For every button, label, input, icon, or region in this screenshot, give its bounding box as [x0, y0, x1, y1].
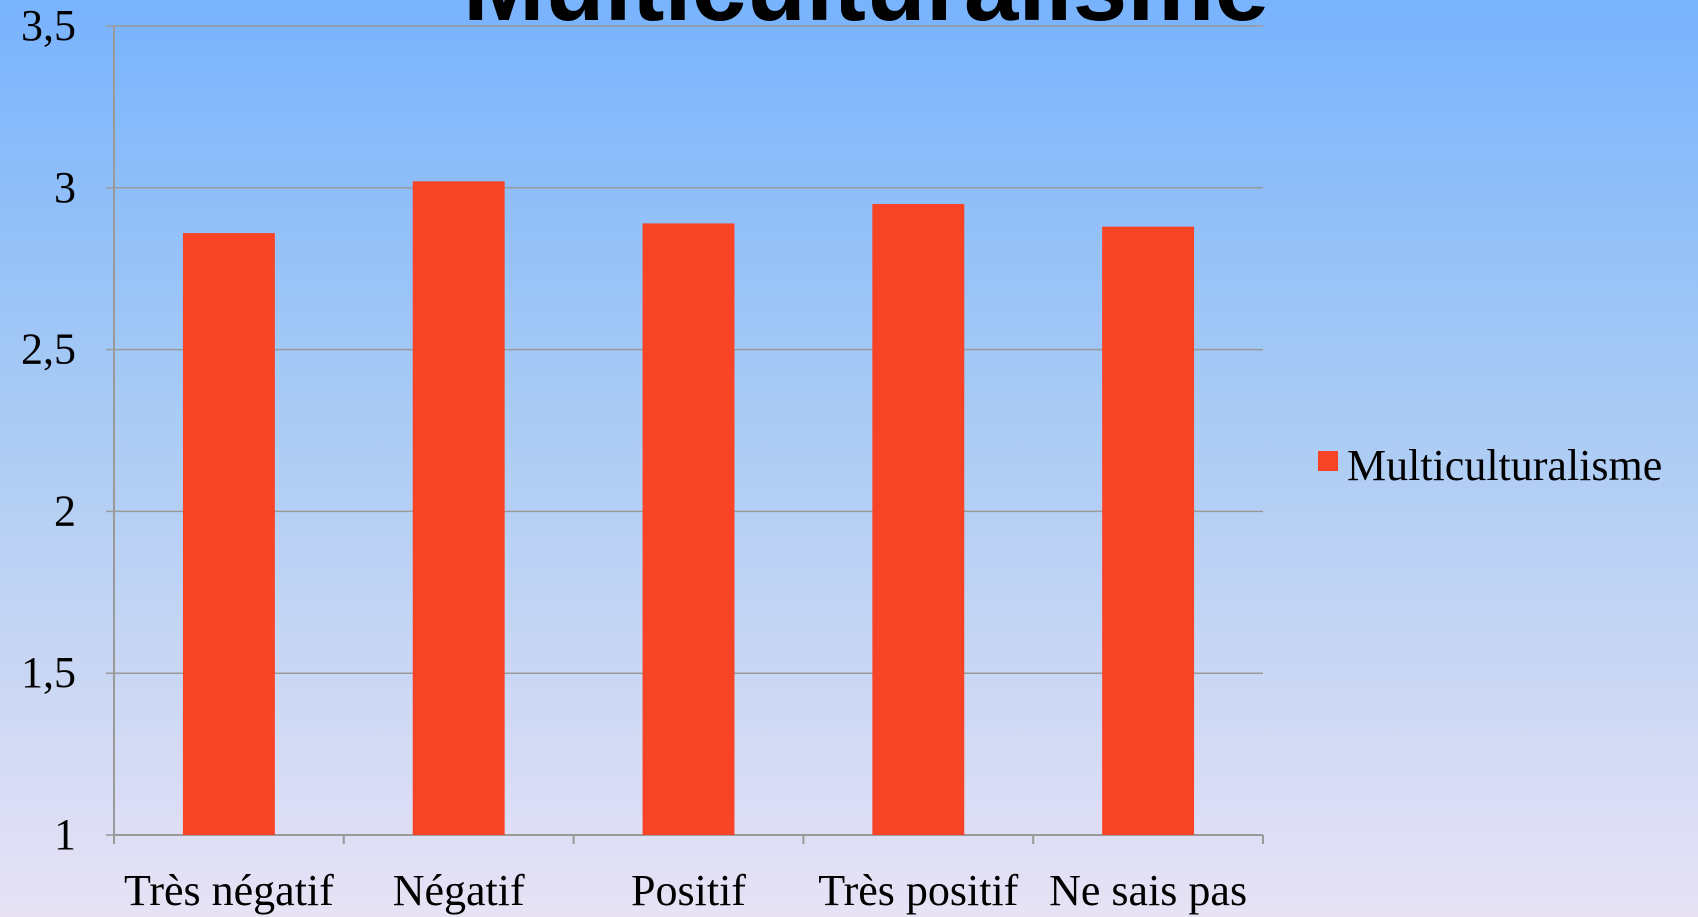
y-tick-label: 2 — [54, 486, 76, 535]
y-tick-label: 2,5 — [21, 325, 76, 374]
bar — [872, 203, 965, 836]
x-tick-label: Négatif — [393, 866, 525, 915]
chart-title: Multiculturalisme — [463, 0, 1269, 41]
x-tick-label: Très négatif — [124, 866, 334, 915]
y-tick-label: 3,5 — [21, 1, 76, 50]
legend-swatch — [1318, 451, 1338, 471]
bar — [642, 223, 735, 835]
legend-label: Multiculturalisme — [1347, 441, 1662, 490]
y-tick-label: 3 — [54, 163, 76, 212]
bar — [412, 181, 505, 835]
y-tick-label: 1,5 — [21, 648, 76, 697]
x-tick-label: Très positif — [818, 866, 1018, 915]
y-tick-label: 1 — [54, 810, 76, 859]
x-tick-label: Ne sais pas — [1049, 866, 1247, 915]
bar — [1102, 226, 1195, 835]
bar — [182, 233, 275, 835]
x-tick-label: Positif — [631, 866, 746, 915]
